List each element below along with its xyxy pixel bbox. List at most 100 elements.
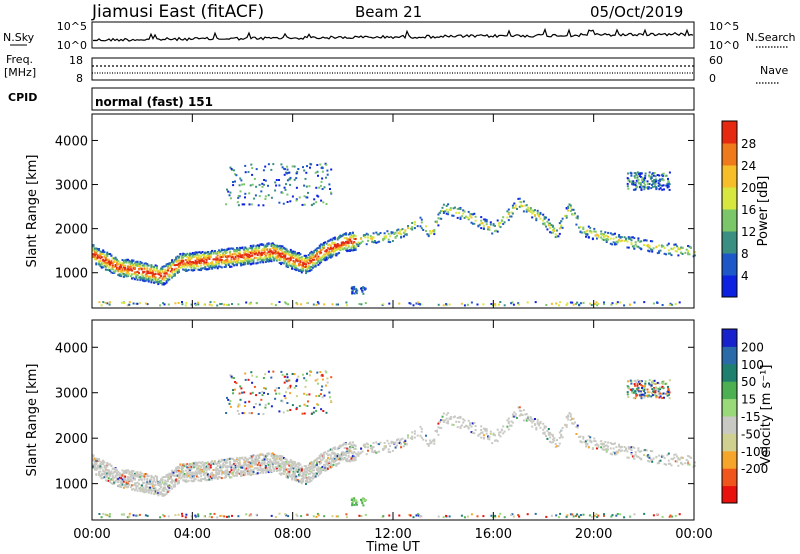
scatter-pixel xyxy=(292,250,295,253)
scatter-pixel xyxy=(651,459,654,462)
scatter-pixel xyxy=(271,254,274,257)
scatter-pixel xyxy=(240,464,243,467)
scatter-pixel xyxy=(127,258,129,261)
scatter-pixel xyxy=(238,248,241,251)
scatter-pixel xyxy=(178,469,180,472)
scatter-pixel xyxy=(506,425,509,428)
scatter-pixel xyxy=(197,260,200,263)
scatter-pixel xyxy=(236,465,238,468)
scatter-pixel xyxy=(230,265,233,268)
scatter-pixel xyxy=(583,231,586,234)
scatter-pixel xyxy=(560,220,563,223)
scatter-pixel xyxy=(394,231,397,234)
scatter-pixel xyxy=(135,263,138,266)
scatter-pixel xyxy=(630,239,633,242)
scatter-pixel xyxy=(518,406,521,409)
scatter-pixel xyxy=(362,292,365,295)
scatter-pixel xyxy=(151,476,154,479)
scatter-pixel xyxy=(222,254,225,257)
scatter-pixel xyxy=(122,261,125,264)
nsky-noise-trace xyxy=(92,27,694,42)
scatter-pixel xyxy=(234,173,237,176)
scatter-pixel xyxy=(276,458,278,461)
scatter-pixel xyxy=(273,243,276,246)
scatter-pixel xyxy=(154,270,157,273)
scatter-pixel xyxy=(346,452,349,455)
scatter-pixel xyxy=(241,456,244,459)
scatter-pixel xyxy=(226,188,228,191)
scatter-pixel xyxy=(431,229,434,232)
scatter-pixel xyxy=(510,420,513,423)
scatter-pixel xyxy=(318,247,321,250)
scatter-pixel xyxy=(307,473,310,475)
scatter-pixel xyxy=(390,231,393,234)
scatter-pixel xyxy=(183,465,186,468)
scatter-pixel xyxy=(462,209,465,212)
scatter-pixel xyxy=(259,453,262,456)
scatter-pixel xyxy=(397,232,400,235)
scatter-pixel xyxy=(354,452,357,455)
scatter-pixel xyxy=(233,264,236,267)
scatter-pixel xyxy=(637,455,640,458)
scatter-pixel xyxy=(201,260,204,262)
scatter-pixel xyxy=(186,252,189,255)
scatter-pixel xyxy=(560,224,563,227)
scatter-pixel xyxy=(197,255,200,258)
scatter-pixel xyxy=(213,462,216,464)
scatter-pixel xyxy=(229,457,232,460)
scatter-pixel xyxy=(445,421,448,424)
scatter-pixel xyxy=(198,262,201,265)
scatter-pixel xyxy=(607,238,610,241)
scatter-pixel xyxy=(175,474,178,477)
scatter-pixel xyxy=(128,301,131,303)
scatter-pixel xyxy=(503,221,506,224)
scatter-pixel xyxy=(133,489,136,492)
scatter-pixel xyxy=(408,302,411,305)
scatter-pixel xyxy=(324,451,327,454)
scatter-pixel xyxy=(197,257,200,259)
scatter-pixel xyxy=(465,215,467,218)
scatter-pixel xyxy=(610,303,613,306)
scatter-pixel xyxy=(213,475,216,478)
scatter-pixel xyxy=(517,406,520,409)
scatter-pixel xyxy=(131,480,134,483)
scatter-pixel xyxy=(641,176,644,179)
scatter-pixel xyxy=(205,469,208,472)
scatter-pixel xyxy=(263,466,266,469)
scatter-pixel xyxy=(102,461,105,464)
scatter-pixel xyxy=(322,454,325,456)
scatter-pixel xyxy=(280,457,283,459)
scatter-pixel xyxy=(238,464,241,467)
scatter-pixel xyxy=(117,269,120,272)
colorbar-tick-label: 16 xyxy=(741,203,756,217)
scatter-pixel xyxy=(445,208,448,211)
scatter-pixel xyxy=(238,466,241,468)
scatter-pixel xyxy=(183,463,186,466)
scatter-pixel xyxy=(271,251,274,254)
scatter-pixel xyxy=(193,269,196,272)
scatter-pixel xyxy=(542,219,545,222)
scatter-pixel xyxy=(151,265,154,268)
scatter-pixel xyxy=(480,219,483,222)
scatter-pixel xyxy=(157,481,160,484)
scatter-pixel xyxy=(173,474,176,477)
scatter-pixel xyxy=(320,471,323,474)
scatter-pixel xyxy=(258,250,261,252)
scatter-pixel xyxy=(300,271,303,274)
scatter-pixel xyxy=(253,460,256,463)
scatter-pixel xyxy=(269,463,272,466)
scatter-pixel xyxy=(557,445,560,447)
scatter-pixel xyxy=(280,163,283,166)
scatter-pixel xyxy=(179,262,182,265)
scatter-pixel xyxy=(289,469,292,472)
scatter-pixel xyxy=(285,468,288,471)
scatter-pixel xyxy=(216,464,219,467)
scatter-pixel xyxy=(438,426,441,429)
scatter-pixel xyxy=(517,302,520,305)
scatter-pixel xyxy=(571,208,574,211)
scatter-pixel xyxy=(270,168,273,171)
scatter-pixel xyxy=(305,467,307,470)
scatter-pixel xyxy=(236,460,238,463)
scatter-pixel xyxy=(278,184,281,187)
